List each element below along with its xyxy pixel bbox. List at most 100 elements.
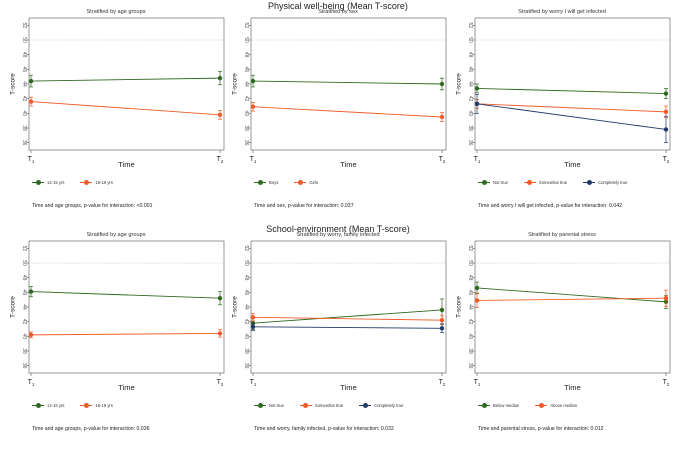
y-tick-label: 40 — [21, 111, 27, 117]
legend-marker — [254, 179, 266, 185]
legend-item: Completely true — [583, 179, 627, 185]
x-tick-label-sub: 2 — [443, 382, 446, 387]
legend-marker-dot — [362, 402, 368, 408]
series-line — [30, 332, 221, 336]
y-tick-label: 48 — [243, 52, 249, 58]
y-tick-label: 48 — [243, 275, 249, 281]
chart-legend: Boys Girls — [254, 177, 318, 187]
data-point — [28, 332, 34, 338]
y-axis-label: T-score — [456, 296, 463, 318]
series-line — [30, 77, 221, 82]
x-axis-label: Time — [118, 383, 134, 392]
legend-label: 16-19 yrs — [95, 402, 113, 408]
legend-label: Not true — [269, 402, 284, 408]
x-tick-label-base: T — [663, 156, 668, 163]
series-line — [476, 87, 667, 94]
legend-marker — [254, 402, 266, 408]
legend-label: Boys — [269, 179, 279, 185]
chart-legend: Not true Somewhat true Completely true — [254, 400, 403, 410]
y-tick-label: 42 — [21, 96, 27, 102]
legend-marker — [80, 402, 93, 408]
y-tick-label: 40 — [467, 334, 473, 340]
chart-title: Stratified by worry I will get infected — [518, 9, 606, 15]
plot-frame — [474, 240, 671, 374]
y-tick-label: 48 — [21, 52, 27, 58]
y-tick-label: 50 — [243, 37, 249, 43]
x-tick-label-base: T — [217, 379, 222, 386]
legend-marker — [478, 179, 490, 185]
y-tick-label: 40 — [243, 111, 249, 117]
legend-marker-dot — [481, 179, 487, 185]
section-title-school: School-environment (Mean T-score) — [266, 224, 410, 234]
data-point — [663, 91, 669, 96]
y-tick-label: 40 — [467, 111, 473, 117]
x-tick-label: T1 — [250, 156, 257, 164]
legend-item: Not true — [478, 179, 508, 185]
y-tick-label: 52 — [21, 246, 27, 252]
legend-label: Girls — [309, 179, 318, 185]
y-tick-label: 48 — [21, 275, 27, 281]
y-tick-label: 42 — [21, 319, 27, 325]
chart-legend: 12-15 yrs 16-19 yrs — [32, 400, 113, 410]
series-line — [252, 326, 443, 329]
x-tick-label-base: T — [439, 379, 444, 386]
series-line — [252, 309, 443, 324]
legend-label: Somewhat true — [538, 179, 568, 185]
y-tick-label: 50 — [467, 37, 473, 43]
y-tick-label: 50 — [467, 260, 473, 266]
data-point — [439, 81, 445, 87]
data-point — [474, 86, 480, 91]
chart-title: Stratified by parental stress — [528, 232, 596, 238]
chart-legend: Below median Above median — [478, 400, 577, 410]
chart-panel: 36 38 40 42 44 46 48 50 52 T-score T1 T2 Time Strati… — [4, 231, 228, 452]
plot-frame — [250, 240, 447, 374]
legend-item: Below median — [478, 402, 519, 408]
chart-panel: 36 38 40 42 44 46 48 50 52 T-score T1 T2 Time Strati… — [450, 8, 674, 229]
y-tick-label: 36 — [467, 363, 473, 369]
data-point — [474, 298, 480, 303]
data-point — [474, 101, 480, 107]
data-point — [250, 78, 256, 84]
y-tick-label: 38 — [243, 125, 249, 131]
y-axis-label: T-score — [232, 296, 239, 318]
x-tick-label-base: T — [663, 379, 668, 386]
legend-label: Somewhat true — [314, 402, 344, 408]
legend-marker — [583, 179, 596, 185]
y-tick-label: 42 — [243, 96, 249, 102]
series-line — [476, 297, 667, 301]
legend-label: Not true — [493, 179, 508, 185]
legend-marker-dot — [527, 179, 533, 185]
x-tick-label-base: T — [474, 156, 479, 163]
legend-marker — [80, 179, 93, 185]
y-axis-label: T-score — [10, 296, 17, 318]
x-tick-label-sub: 1 — [478, 159, 481, 164]
x-axis-label: Time — [118, 160, 134, 169]
data-point — [663, 109, 669, 115]
legend-item: 16-19 yrs — [80, 179, 113, 185]
chart-title: Stratified by age groups — [86, 9, 146, 15]
y-tick-label: 36 — [21, 140, 27, 146]
legend-item: 16-19 yrs — [80, 402, 113, 408]
y-tick-label: 44 — [467, 304, 473, 310]
x-tick-label-sub: 1 — [32, 382, 35, 387]
legend-marker — [32, 179, 44, 185]
legend-item: Not true — [254, 402, 284, 408]
x-tick-label-sub: 2 — [667, 159, 670, 164]
legend-marker-dot — [297, 179, 303, 185]
chart-panel: 36 38 40 42 44 46 48 50 52 T-score T1 T2 Time Strati… — [450, 231, 674, 452]
x-tick-label: T2 — [439, 379, 446, 387]
legend-marker — [359, 402, 372, 408]
legend-item: Boys — [254, 179, 278, 185]
x-tick-label-sub: 2 — [443, 159, 446, 164]
x-tick-label-sub: 1 — [254, 159, 257, 164]
y-tick-label: 48 — [467, 52, 473, 58]
data-point — [250, 104, 256, 109]
chart-title: Stratified by age groups — [86, 232, 146, 238]
x-tick-label: T2 — [439, 156, 446, 164]
y-tick-label: 46 — [243, 290, 249, 296]
y-tick-label: 36 — [243, 363, 249, 369]
x-tick-label-sub: 2 — [221, 159, 224, 164]
y-tick-label: 36 — [21, 363, 27, 369]
